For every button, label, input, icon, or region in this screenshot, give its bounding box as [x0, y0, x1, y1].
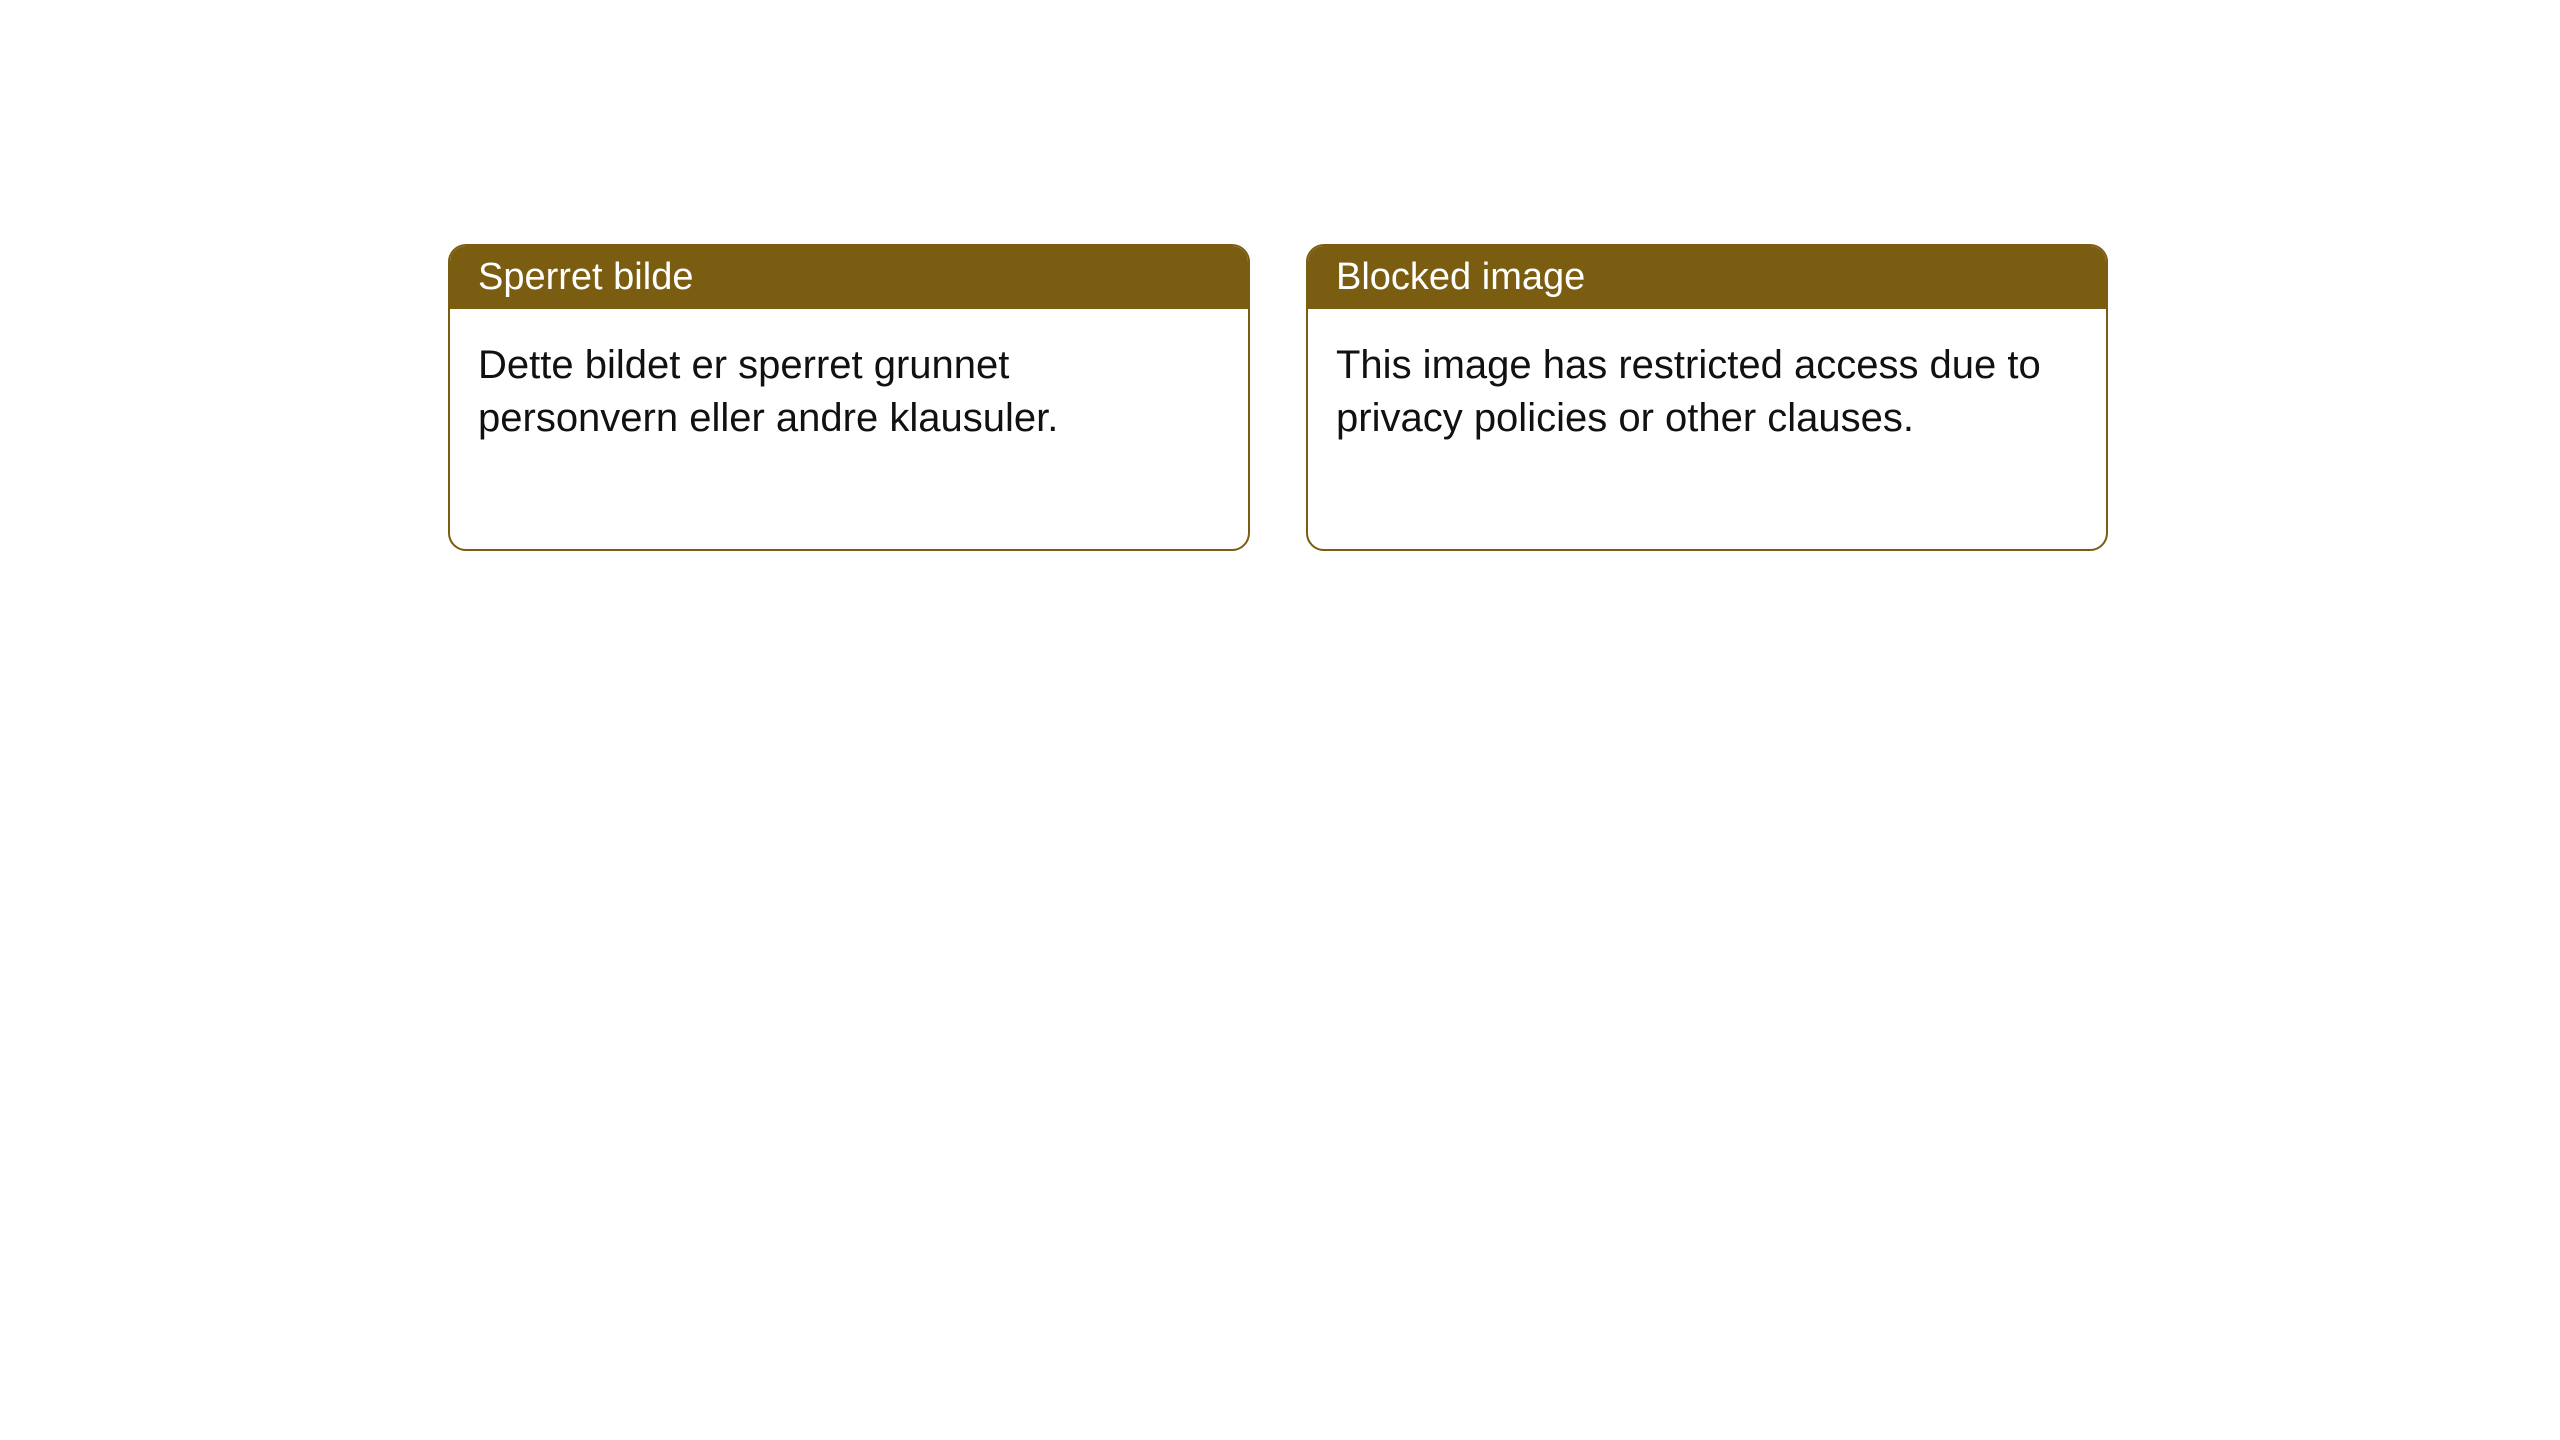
card-body-text: Dette bildet er sperret grunnet personve…	[478, 343, 1058, 440]
notice-card-english: Blocked image This image has restricted …	[1306, 244, 2108, 551]
card-title: Sperret bilde	[478, 256, 693, 298]
card-body: This image has restricted access due to …	[1308, 309, 2106, 549]
card-body-text: This image has restricted access due to …	[1336, 343, 2041, 440]
notice-card-norwegian: Sperret bilde Dette bildet er sperret gr…	[448, 244, 1250, 551]
card-title: Blocked image	[1336, 256, 1585, 298]
card-header: Blocked image	[1308, 246, 2106, 309]
card-body: Dette bildet er sperret grunnet personve…	[450, 309, 1248, 549]
notice-row: Sperret bilde Dette bildet er sperret gr…	[0, 0, 2560, 551]
card-header: Sperret bilde	[450, 246, 1248, 309]
